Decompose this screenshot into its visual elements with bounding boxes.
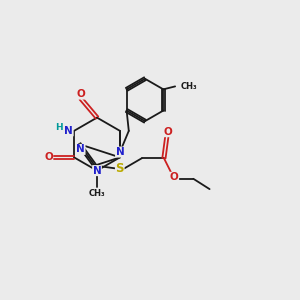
Text: N: N (93, 166, 101, 176)
Text: N: N (76, 144, 85, 154)
Text: S: S (116, 162, 124, 175)
Text: O: O (76, 89, 85, 99)
Text: CH₃: CH₃ (89, 189, 105, 198)
Text: O: O (44, 152, 53, 162)
Text: H: H (55, 123, 63, 132)
Text: CH₃: CH₃ (181, 82, 198, 91)
Text: O: O (164, 127, 173, 137)
Text: N: N (64, 126, 73, 136)
Text: O: O (170, 172, 178, 182)
Text: N: N (116, 147, 124, 157)
